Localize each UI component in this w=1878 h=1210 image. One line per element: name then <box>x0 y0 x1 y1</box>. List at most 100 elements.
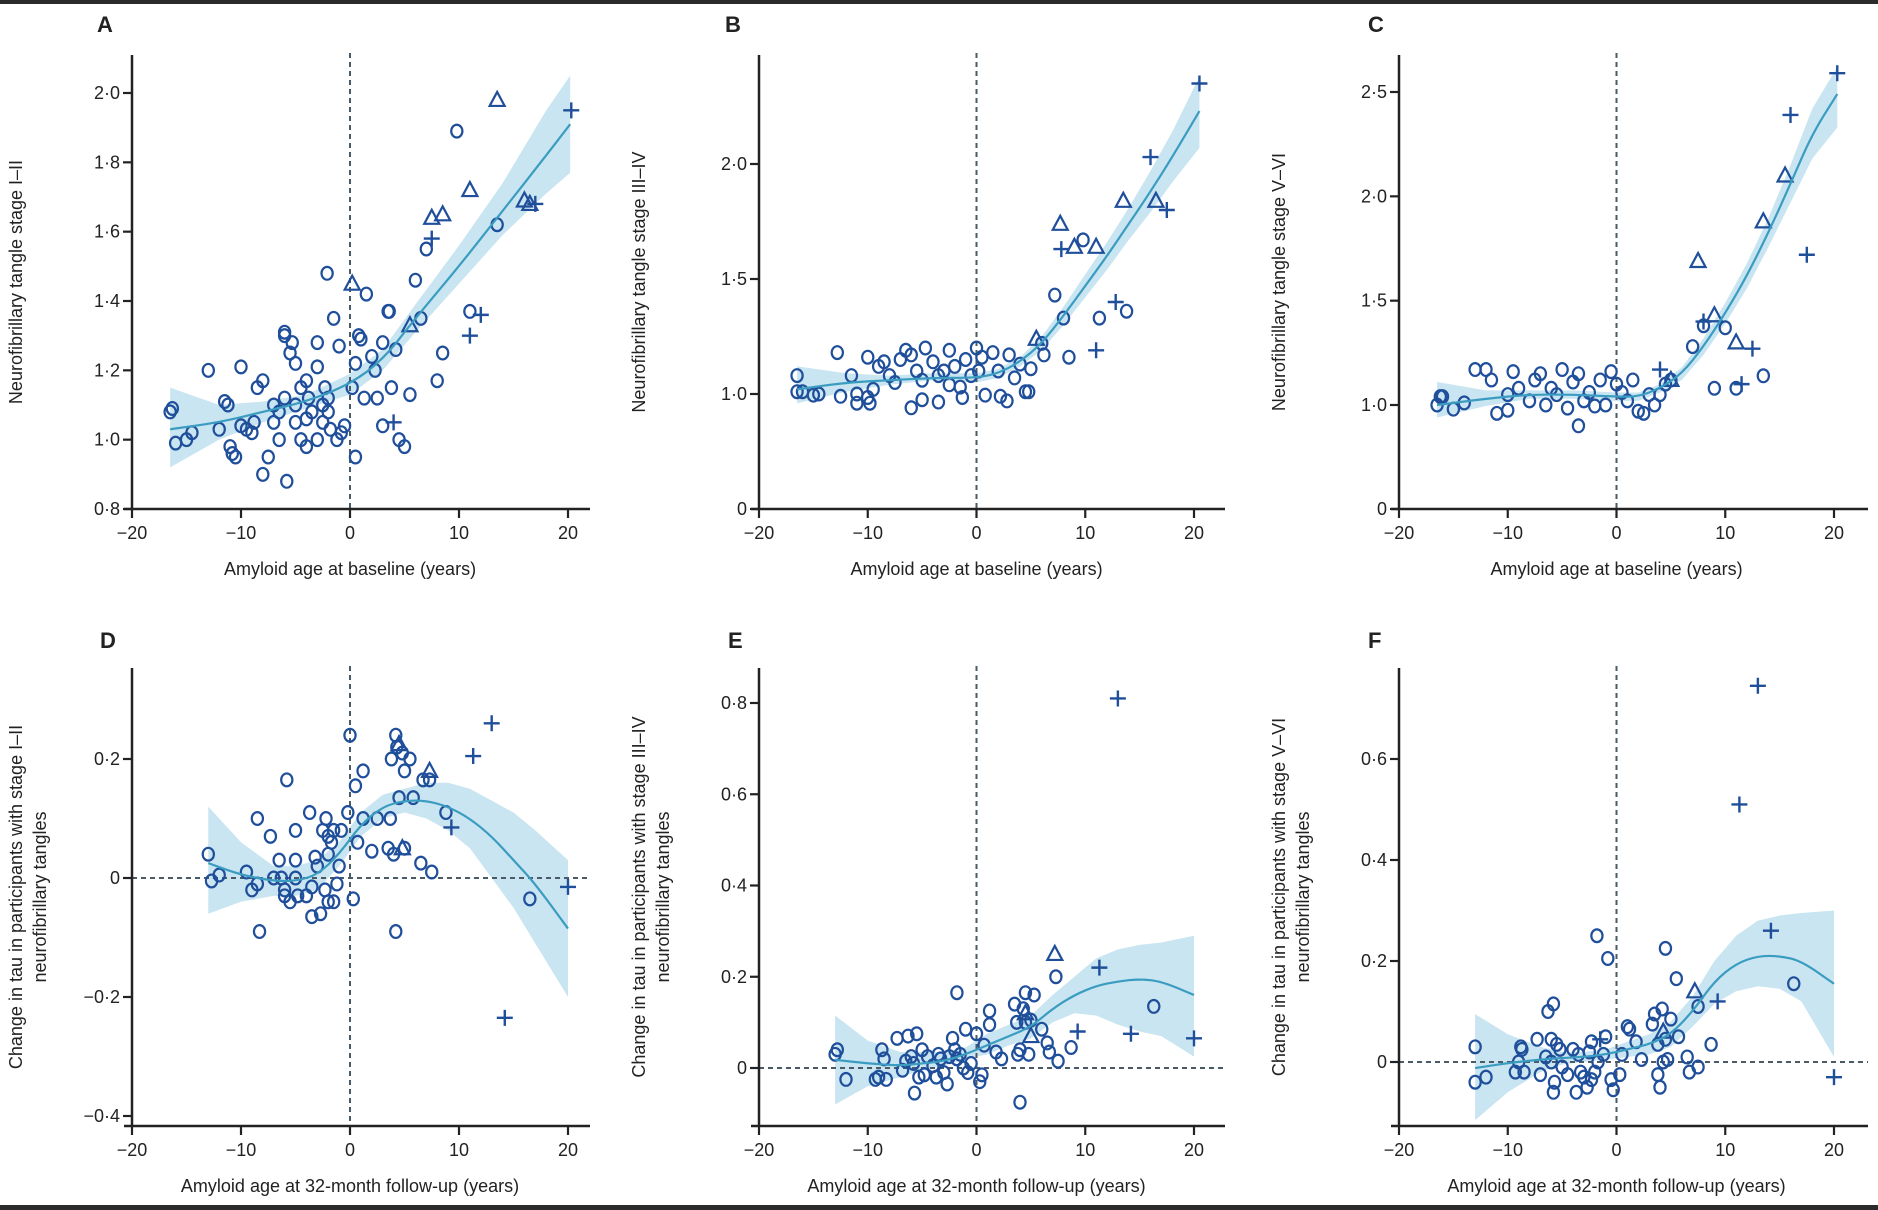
ci-band <box>1437 66 1838 418</box>
data-point-circle <box>953 379 967 395</box>
x-tick-label: −20 <box>117 1140 148 1160</box>
data-point-triangle <box>433 204 452 222</box>
x-tick-label: 20 <box>1184 523 1204 543</box>
data-point-circle <box>383 810 398 826</box>
x-tick-label: 10 <box>1715 523 1735 543</box>
x-tick-label: 20 <box>1824 1140 1844 1160</box>
y-tick-label: 1·0 <box>721 384 747 404</box>
data-point-triangle <box>1685 980 1705 999</box>
y-tick-label: 1·6 <box>94 222 120 242</box>
data-point-circle <box>321 894 335 910</box>
data-point-circle <box>1051 1053 1065 1069</box>
data-point-circle <box>277 390 292 406</box>
data-point-plus <box>1749 677 1766 694</box>
data-point-circle <box>929 1069 943 1085</box>
data-point-circle <box>348 778 363 794</box>
data-point-circle <box>1021 1046 1036 1062</box>
data-point-circle <box>839 1071 853 1087</box>
data-point-circle <box>950 985 964 1001</box>
y-tick-label: 2·0 <box>94 83 120 103</box>
data-point-circle <box>320 265 334 281</box>
data-point-circle <box>1024 361 1038 377</box>
data-point-circle <box>272 432 286 448</box>
data-point-circle <box>1598 397 1613 413</box>
data-point-circle <box>357 390 371 406</box>
data-point-circle <box>1016 1001 1030 1017</box>
data-point-plus <box>1107 294 1124 310</box>
data-point-plus <box>1053 241 1070 258</box>
data-point-circle <box>888 375 902 391</box>
y-tick-label: 1·5 <box>1361 291 1387 311</box>
data-point-circle <box>250 810 265 826</box>
data-point-circle <box>877 354 891 370</box>
y-tick-label: 0·8 <box>94 499 120 519</box>
data-point-circle <box>305 879 319 895</box>
data-point-circle <box>1580 1079 1594 1095</box>
data-point-circle <box>1049 969 1063 985</box>
data-point-circle <box>1533 1067 1548 1083</box>
data-point-circle <box>1787 976 1801 992</box>
data-point-circle <box>871 1069 886 1085</box>
data-point-circle <box>942 342 957 358</box>
data-point-circle <box>1048 287 1062 303</box>
data-point-circle <box>1479 1069 1493 1085</box>
panel-label: C <box>1368 12 1384 37</box>
data-point-circle <box>326 822 341 838</box>
x-tick-label: −20 <box>744 1140 775 1160</box>
data-point-plus <box>527 195 544 212</box>
data-point-circle <box>866 381 880 397</box>
y-tick-label: 0·8 <box>721 693 747 713</box>
data-point-triangle <box>1726 332 1746 350</box>
data-point-circle <box>1593 372 1607 388</box>
data-point-circle <box>915 372 929 388</box>
data-point-circle <box>225 446 239 462</box>
data-point-circle <box>201 362 215 378</box>
data-point-circle <box>1660 1051 1675 1067</box>
data-point-plus <box>1826 1069 1842 1086</box>
data-point-circle <box>1560 1067 1575 1083</box>
data-point-circle <box>1606 1082 1620 1098</box>
data-point-circle <box>1147 998 1161 1014</box>
data-point-circle <box>280 473 294 489</box>
data-point-circle <box>313 906 328 922</box>
data-point-plus <box>385 414 402 431</box>
x-tick-label: 20 <box>1184 1140 1204 1160</box>
data-point-triangle <box>1045 943 1065 962</box>
fit-line <box>1436 93 1839 407</box>
data-point-circle <box>1645 1016 1660 1032</box>
panel-e: −20 −10 0 10 20 0 0·2 0·4 0·6 0·8 E Amyloid age at … <box>629 628 1225 1196</box>
data-point-circle <box>1037 347 1051 363</box>
data-point-circle <box>302 805 317 821</box>
y-tick-label: 0 <box>1377 499 1387 519</box>
x-tick-label: 0 <box>971 1140 981 1160</box>
data-point-circle <box>1002 347 1016 363</box>
panel-c: −20 −10 0 10 20 0 1·0 1·5 2·0 2·5 C Amyloid age at … <box>1269 12 1868 579</box>
data-point-circle <box>863 395 877 411</box>
data-point-circle <box>931 394 946 410</box>
data-point-circle <box>1056 310 1071 326</box>
data-point-plus <box>465 748 482 765</box>
data-point-circle <box>915 392 929 408</box>
panel-label: F <box>1368 628 1381 653</box>
data-point-plus <box>560 878 576 895</box>
data-point-circle <box>830 345 845 361</box>
data-point-circle <box>1064 1039 1078 1055</box>
data-point-plus <box>1829 65 1846 82</box>
data-point-circle <box>1501 387 1515 403</box>
x-axis-label: Amyloid age at 32-month follow-up (years… <box>1447 1176 1785 1196</box>
data-point-circle <box>1590 928 1604 944</box>
data-point-circle <box>288 414 303 430</box>
data-point-circle <box>1704 1036 1718 1052</box>
top-border <box>0 0 1878 4</box>
y-tick-label: 0 <box>737 1058 747 1078</box>
data-point-circle <box>1615 1046 1629 1062</box>
data-point-circle <box>850 395 864 411</box>
y-tick-label: 2·0 <box>1361 186 1387 206</box>
data-point-circle <box>277 882 292 898</box>
data-point-circle <box>1013 1094 1027 1110</box>
data-point-circle <box>1718 320 1732 336</box>
data-point-circle <box>1604 364 1618 380</box>
data-point-circle <box>940 1076 954 1092</box>
data-point-circle <box>1756 368 1771 384</box>
